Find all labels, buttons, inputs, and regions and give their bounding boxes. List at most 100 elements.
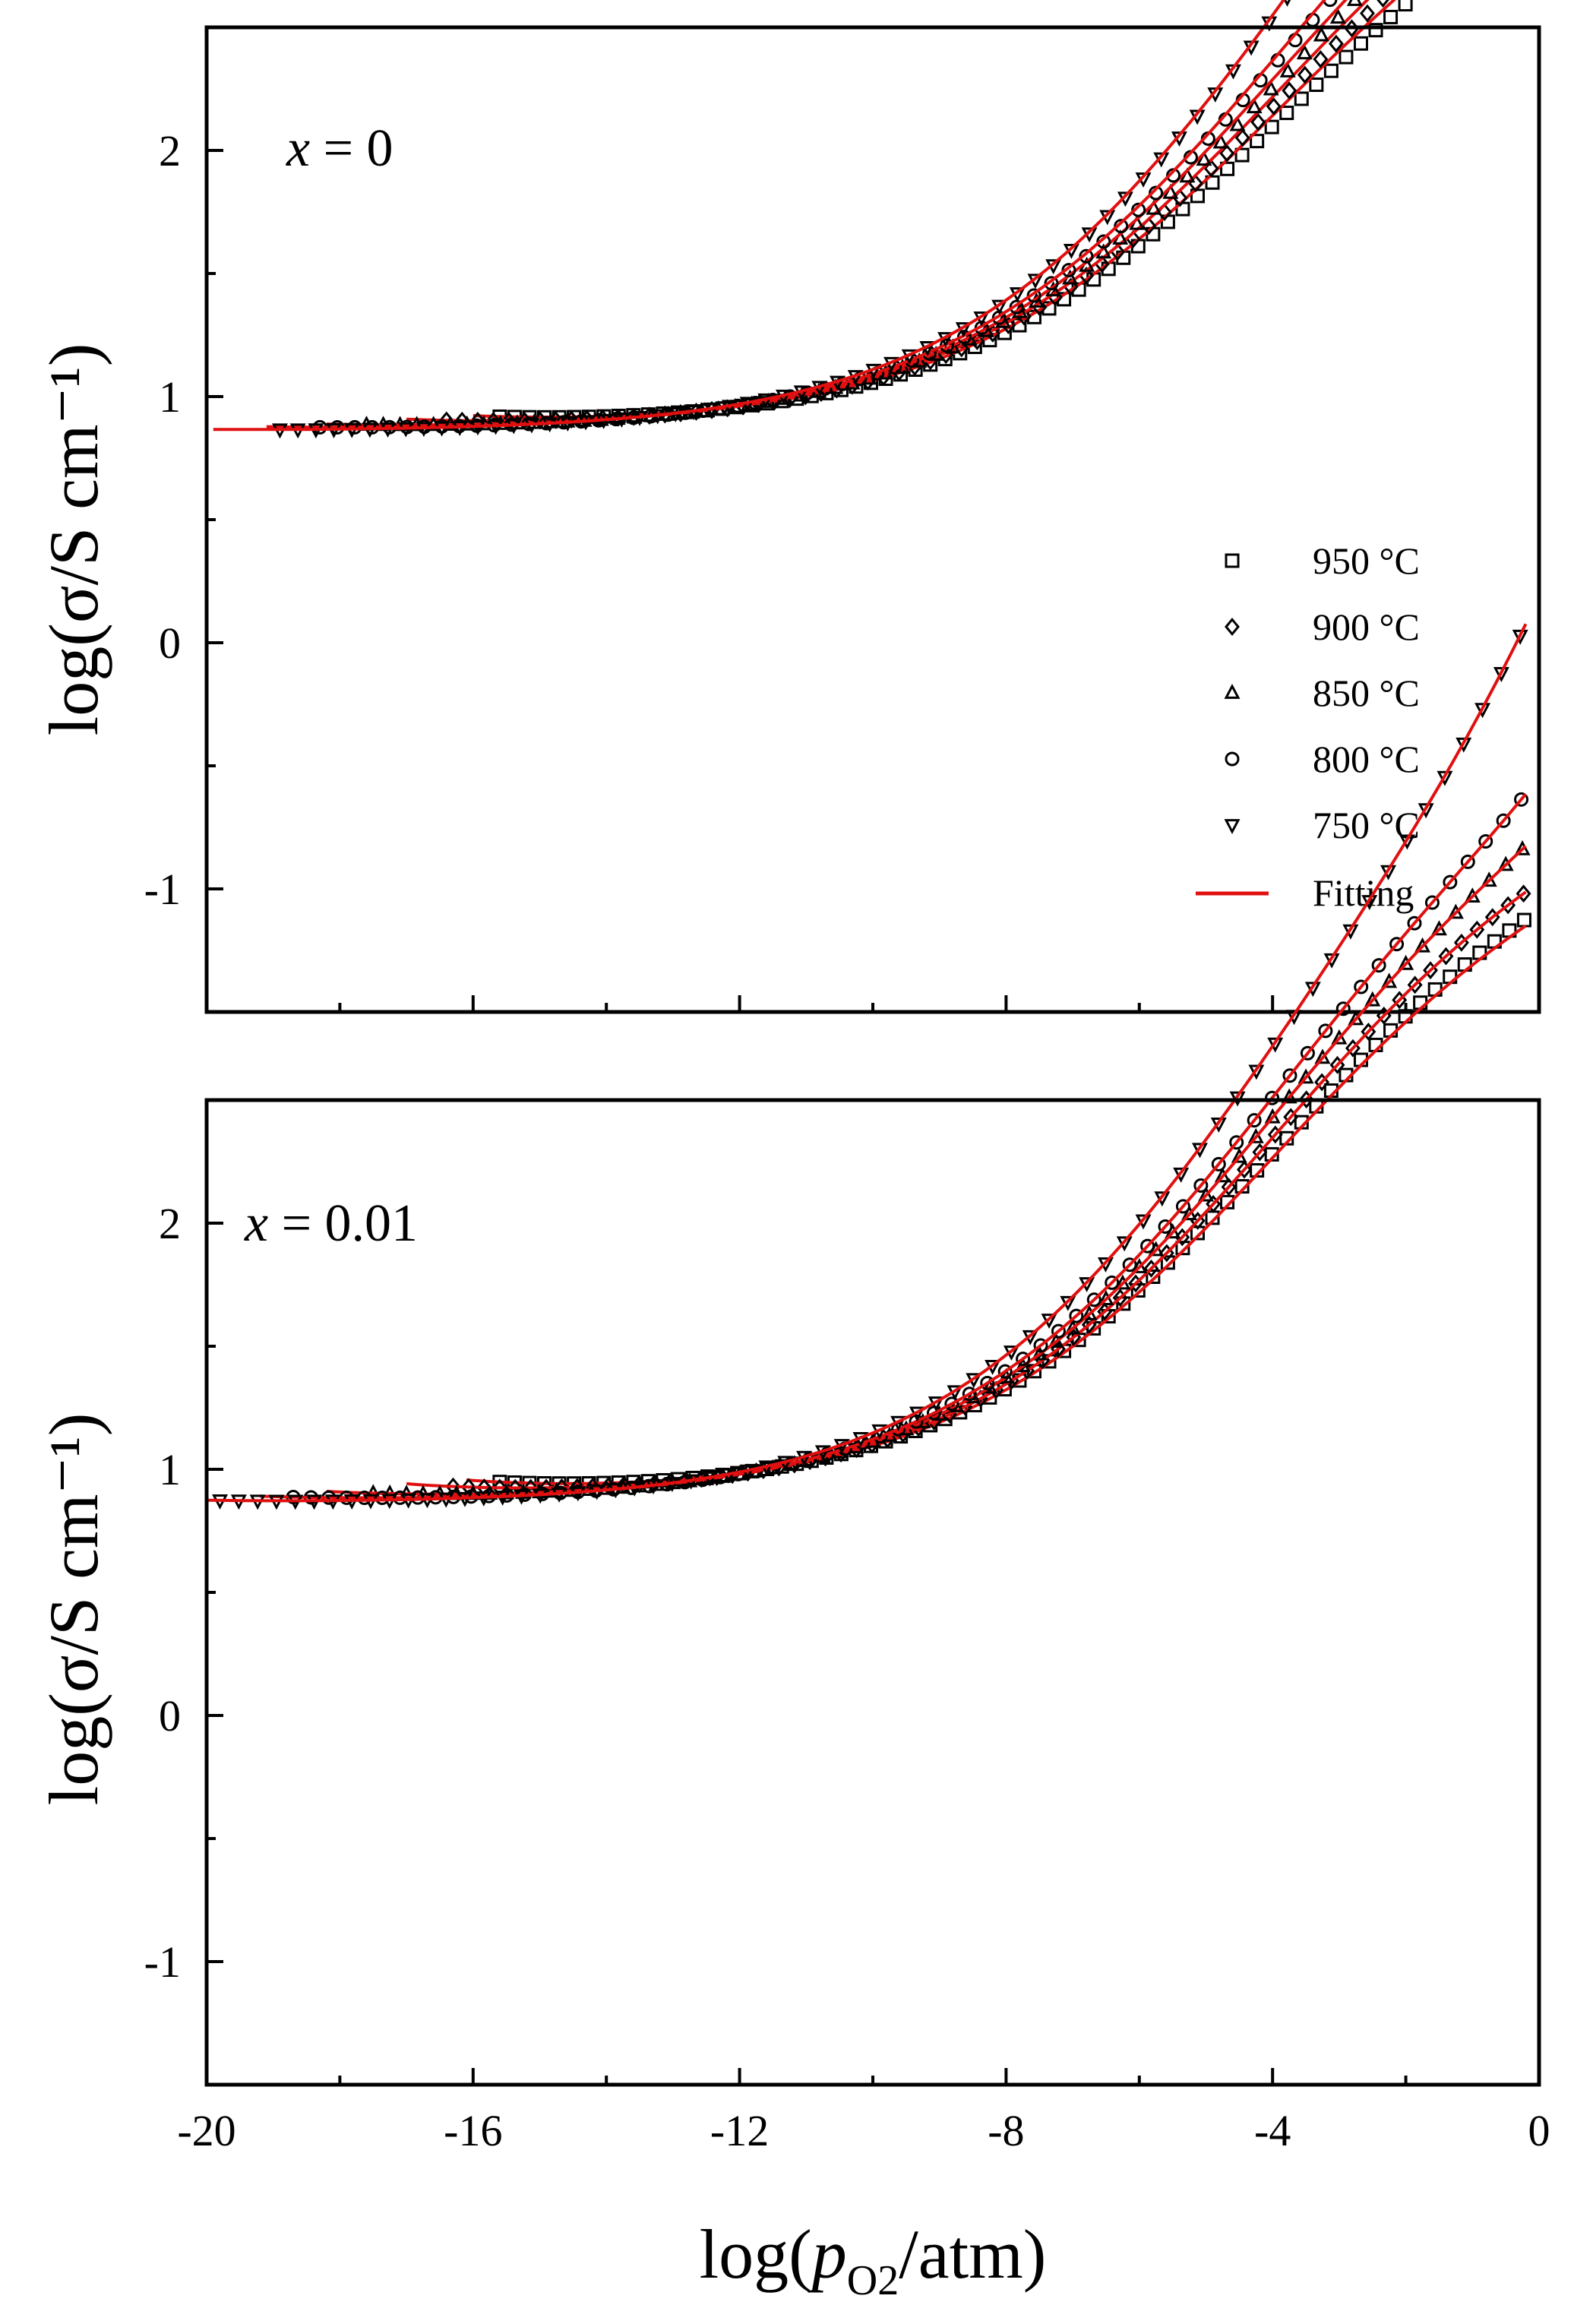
triangle-up-marker	[1229, 115, 1246, 131]
circle-marker	[1211, 1156, 1226, 1171]
circle-marker	[1335, 1001, 1351, 1017]
circle-marker	[1149, 185, 1164, 201]
legend-diamond-marker	[1225, 618, 1240, 636]
y-tick-label: 1	[159, 372, 181, 422]
y-axis-title: log(σ/S cm⁻¹)	[35, 343, 112, 736]
triangle-up-marker	[1214, 1167, 1231, 1183]
y-tick-label: 2	[159, 1199, 181, 1248]
circle-marker	[1496, 813, 1511, 828]
square-marker	[1294, 91, 1309, 106]
fit-line	[206, 623, 1528, 1503]
diamond-marker	[1376, 0, 1389, 8]
legend-entry-900: 900 °C	[1313, 606, 1420, 648]
diamond-marker	[1219, 144, 1235, 163]
y-tick-label: 0	[159, 618, 181, 668]
fit-line	[213, 0, 1286, 432]
circle-marker	[1229, 1135, 1244, 1150]
ticks-layer: -1 0 1 2	[144, 26, 1541, 1013]
square-marker	[1264, 119, 1279, 134]
diamond-marker	[1266, 97, 1282, 115]
circle-marker	[944, 1396, 959, 1412]
circle-marker	[1122, 1257, 1137, 1273]
x-tick-label: -16	[444, 2106, 502, 2155]
series-750	[213, 0, 1291, 439]
legend-triangle-up-marker	[1224, 683, 1241, 699]
circle-marker	[1051, 1323, 1066, 1339]
panel-label: x = 0	[286, 119, 394, 178]
triangle-up-marker	[1264, 1108, 1281, 1124]
x-tick-label: -12	[710, 2106, 769, 2155]
circle-marker	[1389, 937, 1405, 952]
circle-marker	[1247, 1113, 1262, 1128]
triangle-down-marker	[1493, 667, 1509, 682]
circle-marker	[1114, 219, 1129, 234]
square-marker	[1279, 106, 1294, 121]
legend-circle-marker	[1225, 751, 1240, 767]
circle-marker	[1044, 276, 1059, 291]
square-marker	[1383, 9, 1399, 24]
circle-marker	[1069, 1308, 1084, 1323]
panel-label: x = 0.01	[244, 1194, 418, 1253]
legend-square-marker	[1225, 553, 1240, 568]
legend-markers	[1224, 553, 1241, 835]
triangle-down-marker	[1512, 629, 1528, 645]
square-marker	[1398, 0, 1413, 12]
circle-marker	[1175, 1199, 1190, 1214]
circle-marker	[1282, 1068, 1297, 1083]
circle-marker	[1140, 1238, 1155, 1254]
diamond-marker	[1234, 128, 1250, 147]
triangle-up-marker	[1329, 8, 1346, 24]
x-tick-label: -20	[177, 2106, 235, 2155]
square-marker	[1323, 63, 1339, 78]
circle-marker	[1514, 792, 1529, 807]
circle-marker	[1026, 288, 1041, 303]
triangle-up-marker	[1279, 62, 1296, 77]
square-marker	[1175, 1241, 1190, 1256]
panel-x-0: -1 0 1 2 x = 0 log(σ/S cm⁻¹) 950 °C 900 °C …	[35, 0, 1541, 1014]
circle-marker	[1016, 1352, 1031, 1367]
triangle-up-marker	[1247, 1127, 1264, 1143]
circle-marker	[1086, 1292, 1101, 1307]
x-tick-label: -4	[1254, 2106, 1291, 2155]
circle-marker	[997, 1364, 1013, 1379]
circle-marker	[1460, 854, 1475, 869]
y-tick-label: -1	[144, 865, 181, 914]
triangle-down-marker	[1437, 770, 1453, 786]
triangle-up-marker	[1398, 954, 1414, 970]
diamond-marker	[1360, 4, 1375, 23]
circle-marker	[1096, 234, 1111, 249]
y-tick-label: 0	[159, 1691, 181, 1741]
y-tick-label: 1	[159, 1445, 181, 1494]
square-marker	[1160, 1255, 1175, 1270]
square-marker	[1353, 36, 1368, 51]
square-marker	[1309, 77, 1324, 93]
square-marker	[1250, 134, 1265, 149]
triangle-up-marker	[1246, 98, 1263, 114]
square-marker	[1116, 1296, 1131, 1311]
circle-marker	[1265, 1090, 1280, 1105]
triangle-up-marker	[1263, 80, 1279, 96]
square-marker	[1146, 1269, 1161, 1284]
diamond-marker	[1516, 884, 1531, 903]
legend-entry-800: 800 °C	[1313, 738, 1420, 780]
circle-marker	[1323, 0, 1338, 8]
legend-entry-950: 950 °C	[1313, 539, 1420, 582]
series-layer	[206, 623, 1531, 1510]
triangle-up-marker	[1198, 1186, 1214, 1202]
x-tick-label: -8	[988, 2106, 1024, 2155]
triangle-up-marker	[1348, 1010, 1364, 1026]
triangle-up-marker	[1414, 937, 1431, 953]
square-marker	[1339, 49, 1354, 65]
circle-marker	[1318, 1023, 1333, 1039]
square-marker	[1130, 1283, 1146, 1298]
diamond-marker	[1282, 81, 1297, 100]
triangle-up-marker	[1346, 0, 1363, 6]
triangle-up-marker	[1331, 1029, 1348, 1045]
square-marker	[1368, 23, 1383, 38]
triangle-up-marker	[1196, 150, 1212, 166]
series-layer	[213, 0, 1413, 439]
circle-marker	[1193, 1178, 1209, 1193]
y-axis-title: log(σ/S cm⁻¹)	[35, 1413, 112, 1806]
circle-marker	[962, 1386, 977, 1402]
